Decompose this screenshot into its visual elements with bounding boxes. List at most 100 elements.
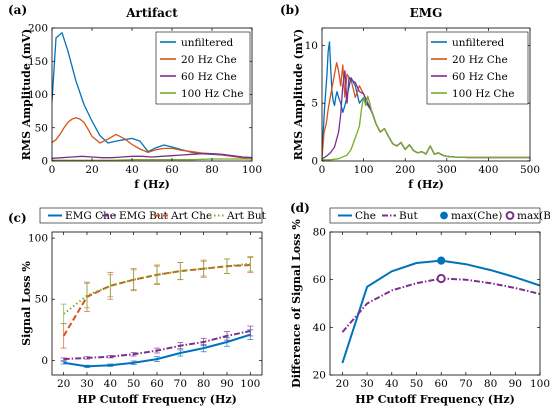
x-tick-label: 60 — [150, 378, 163, 390]
legend-box — [155, 31, 251, 105]
x-tick-label: 70 — [174, 378, 187, 390]
series-line-emg-che — [63, 333, 251, 368]
legend-label: Art But — [226, 210, 267, 222]
chart-title: EMG — [410, 6, 443, 20]
panel-label: (a) — [8, 3, 27, 17]
x-tick-label: 20 — [336, 378, 349, 390]
series-line-100-hz-che — [322, 95, 530, 161]
legend-label: 20 Hz Che — [452, 54, 508, 66]
series-group — [341, 256, 540, 364]
y-tick-label: 100 — [28, 89, 48, 101]
x-tick-label: 0 — [49, 164, 56, 176]
legend: unfiltered 20 Hz Che 60 Hz Che 100 Hz Che — [155, 31, 251, 105]
x-tick-label: 400 — [478, 164, 498, 176]
panel-label: (c) — [8, 211, 27, 225]
axes-frame — [329, 231, 541, 376]
x-axis-label: HP Cutoff Frequency (Hz) — [355, 393, 515, 406]
y-tick-label: 150 — [28, 56, 48, 68]
legend-label: 100 Hz Che — [181, 88, 243, 100]
legend-marker — [505, 211, 515, 220]
chart-title: Artifact — [125, 6, 178, 20]
series-group — [322, 41, 530, 161]
x-axis-label: HP Cutoff Frequency (Hz) — [77, 393, 237, 406]
x-tick-label: 50 — [410, 378, 423, 390]
marker-max-but- — [436, 273, 446, 284]
y-tick-label: 80 — [313, 227, 326, 239]
legend-label: unfiltered — [452, 37, 505, 49]
x-tick-label: 40 — [104, 378, 117, 390]
y-tick-label: 50 — [35, 294, 48, 306]
legend-label: 60 Hz Che — [452, 71, 508, 83]
legend-label: EMG But — [119, 210, 169, 222]
x-tick-label: 100 — [240, 378, 260, 390]
series-line-100-hz-che — [52, 158, 252, 161]
x-tick-label: 70 — [459, 378, 472, 390]
x-tick-label: 500 — [520, 164, 540, 176]
y-tick-label: 100 — [28, 233, 48, 245]
series-line-but — [341, 277, 540, 333]
x-tick-label: 300 — [437, 164, 457, 176]
panel-label: (b) — [280, 3, 300, 17]
y-axis-label: RMS Amplitude (mV) — [292, 29, 305, 161]
x-tick-label: 100 — [354, 164, 374, 176]
legend-label: EMG Che — [65, 210, 116, 222]
x-tick-label: 60 — [165, 164, 178, 176]
y-axis-label: RMS Amplitude (mV) — [20, 29, 33, 161]
legend-label: Art Che — [170, 210, 212, 222]
legend-label: Che — [355, 210, 376, 222]
panel-b: (b) EMG 0 100 200 300 400 500 0 5 10 f (Hz) RMS Ampl… — [280, 3, 540, 191]
series-line-20-hz-che — [52, 117, 252, 160]
series-group — [52, 32, 252, 161]
y-tick-label: 200 — [28, 23, 48, 35]
x-tick-label: 0 — [319, 164, 326, 176]
legend-label: max(But) — [517, 210, 550, 222]
y-axis-label: Difference of Signal Loss % — [290, 219, 303, 388]
panel-a: (a) Artifact 0 20 40 60 80 100 0 50 100 150 200 f (Hz… — [8, 3, 262, 191]
x-tick-label: 50 — [127, 378, 140, 390]
x-tick-label: 80 — [484, 378, 497, 390]
x-tick-label: 80 — [197, 378, 210, 390]
x-tick-label: 80 — [205, 164, 218, 176]
legend-label: 60 Hz Che — [181, 71, 237, 83]
legend-box — [426, 31, 529, 105]
x-tick-label: 90 — [509, 378, 522, 390]
y-tick-label: 0 — [41, 355, 48, 367]
y-tick-label: 20 — [313, 370, 326, 382]
legend-label: unfiltered — [181, 37, 234, 49]
x-tick-label: 30 — [360, 378, 373, 390]
y-tick-label: 10 — [305, 40, 318, 52]
legend-label: But — [399, 210, 418, 222]
x-tick-label: 100 — [530, 378, 550, 390]
y-tick-label: 0 — [311, 156, 318, 168]
legend-label: 20 Hz Che — [181, 54, 237, 66]
series-line-emg-but — [63, 330, 251, 361]
series-group — [60, 256, 254, 369]
x-tick-label: 100 — [242, 164, 262, 176]
x-tick-label: 30 — [80, 378, 93, 390]
x-tick-label: 40 — [125, 164, 138, 176]
y-tick-label: 5 — [311, 98, 318, 110]
y-tick-label: 60 — [313, 274, 326, 286]
x-axis-label: f (Hz) — [134, 178, 170, 191]
x-axis-label: f (Hz) — [408, 178, 444, 191]
x-tick-label: 40 — [385, 378, 398, 390]
marker-max-che- — [437, 256, 446, 265]
y-tick-label: 40 — [313, 322, 326, 334]
legend: EMG Che EMG But Art Che Art But — [39, 207, 267, 224]
panel-label: (d) — [290, 201, 310, 215]
x-tick-label: 200 — [395, 164, 415, 176]
legend-box — [329, 207, 541, 224]
y-tick-label: 50 — [35, 122, 48, 134]
legend-box — [39, 207, 263, 224]
x-tick-label: 90 — [220, 378, 233, 390]
y-tick-label: 0 — [41, 156, 48, 168]
x-tick-label: 20 — [57, 378, 70, 390]
legend-marker — [440, 211, 448, 220]
legend-label: 100 Hz Che — [452, 88, 514, 100]
legend: unfiltered 20 Hz Che 60 Hz Che 100 Hz Che — [426, 31, 529, 105]
series-line-60-hz-che — [52, 153, 252, 159]
legend: Che But max(Che) max(But) — [329, 207, 550, 224]
panel-d: (d) 20 30 40 50 60 70 80 90 100 20 40 60 80 HP Cutoff … — [290, 201, 550, 406]
